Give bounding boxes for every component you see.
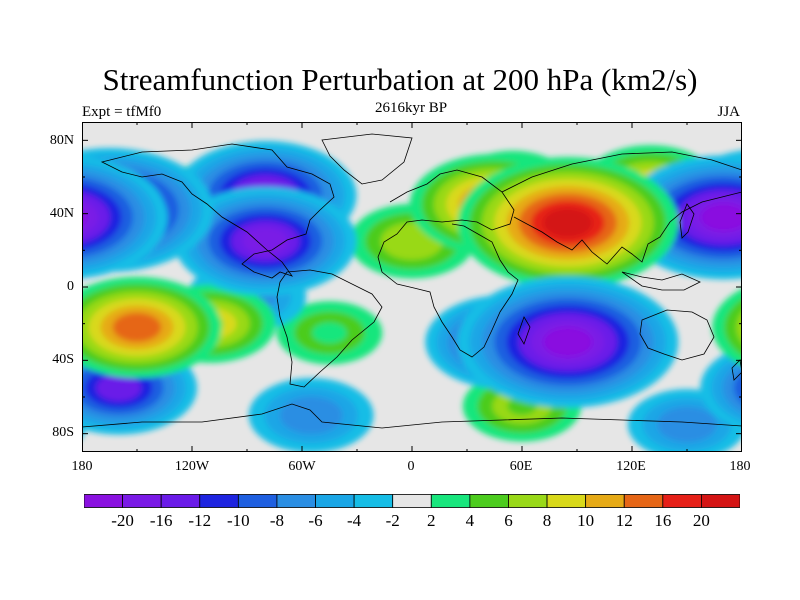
colorbar-label: -8 [269, 511, 285, 530]
colorbar-label: 12 [615, 511, 633, 530]
field-contour [82, 208, 87, 226]
field-contour [124, 320, 150, 335]
south-america-coast [276, 269, 383, 388]
y-tick-label: 80N [49, 133, 74, 148]
europe-africa-coast [377, 169, 519, 358]
x-tick-label: 60W [288, 459, 316, 474]
eurasia-coast [501, 151, 742, 265]
colorbar-box [199, 494, 239, 508]
colorbar-box [160, 494, 201, 508]
field-contour [253, 234, 277, 248]
x-tick-label: 180 [729, 459, 751, 474]
colorbar-label: 10 [577, 511, 595, 530]
australia-coast [639, 309, 715, 361]
colorbar-box [662, 494, 702, 508]
colorbar-box [392, 494, 432, 508]
axis-ticks [82, 122, 742, 452]
season-label: JJA [717, 104, 740, 120]
colorbar-box [508, 494, 548, 508]
colorbar-box [623, 494, 664, 508]
y-tick-label: 40S [52, 352, 74, 367]
colorbar [84, 494, 740, 508]
colorbar-label: -4 [347, 511, 362, 530]
colorbar-box [353, 494, 394, 508]
colorbar-label: 4 [465, 511, 475, 530]
field-contour [712, 210, 736, 225]
colorbar-label: 8 [542, 511, 552, 530]
experiment-label: Expt = tfMf0 [82, 104, 162, 120]
colorbar-box [315, 494, 355, 508]
colorbar-box [701, 494, 740, 508]
y-tick-label: 0 [67, 279, 74, 294]
y-tick-label: 40N [49, 206, 74, 221]
colorbar-box [546, 494, 587, 508]
colorbar-label: -2 [385, 511, 400, 530]
field-contour [555, 334, 581, 350]
colorbar-label: 20 [692, 511, 710, 530]
chart-title: Streamfunction Perturbation at 200 hPa (… [102, 62, 698, 97]
antarctica-coast [82, 403, 742, 429]
colorbar-label: 16 [654, 511, 672, 530]
field-contour [295, 406, 327, 425]
x-tick-label: 120W [174, 459, 210, 474]
time-label: 2616kyr BP [374, 100, 448, 116]
field-contour [724, 298, 742, 356]
coastlines [82, 133, 742, 429]
x-tick-label: 0 [407, 459, 415, 474]
colorbar-label: 6 [504, 511, 513, 530]
colorbar-label: -12 [188, 511, 212, 530]
colorbar-box [276, 494, 316, 508]
field-contour [311, 322, 348, 344]
colorbar-label: -10 [227, 511, 250, 530]
x-tick-label: 180 [71, 459, 93, 474]
greenland-coast [321, 133, 413, 185]
field-contour [736, 312, 742, 343]
x-tick-label: 60E [509, 459, 533, 474]
colorbar-box [122, 494, 162, 508]
field-contour [722, 362, 742, 414]
colorbar-box [237, 494, 278, 508]
field-contour [82, 199, 99, 235]
north-america-coast [100, 143, 335, 279]
field-contour [733, 372, 742, 404]
colorbar-label: 2 [427, 511, 436, 530]
field-contour [555, 215, 581, 231]
colorbar-label: -6 [308, 511, 323, 530]
field-contour [107, 381, 130, 395]
colorbar-box [430, 494, 471, 508]
x-tick-label: 120E [616, 459, 646, 474]
field-contour [396, 231, 428, 251]
madagascar-coast [517, 316, 531, 345]
colorbar-box [469, 494, 509, 508]
colorbar-label: -16 [149, 511, 173, 530]
y-tick-label: 80S [52, 425, 74, 440]
streamfunction-map [82, 122, 742, 452]
field-contour [672, 415, 702, 434]
colorbar-box [84, 494, 123, 508]
japan-coast [679, 203, 695, 239]
southeast-asia-coast [621, 271, 701, 291]
colorbar-label: -20 [111, 511, 134, 530]
colorbar-box [585, 494, 625, 508]
